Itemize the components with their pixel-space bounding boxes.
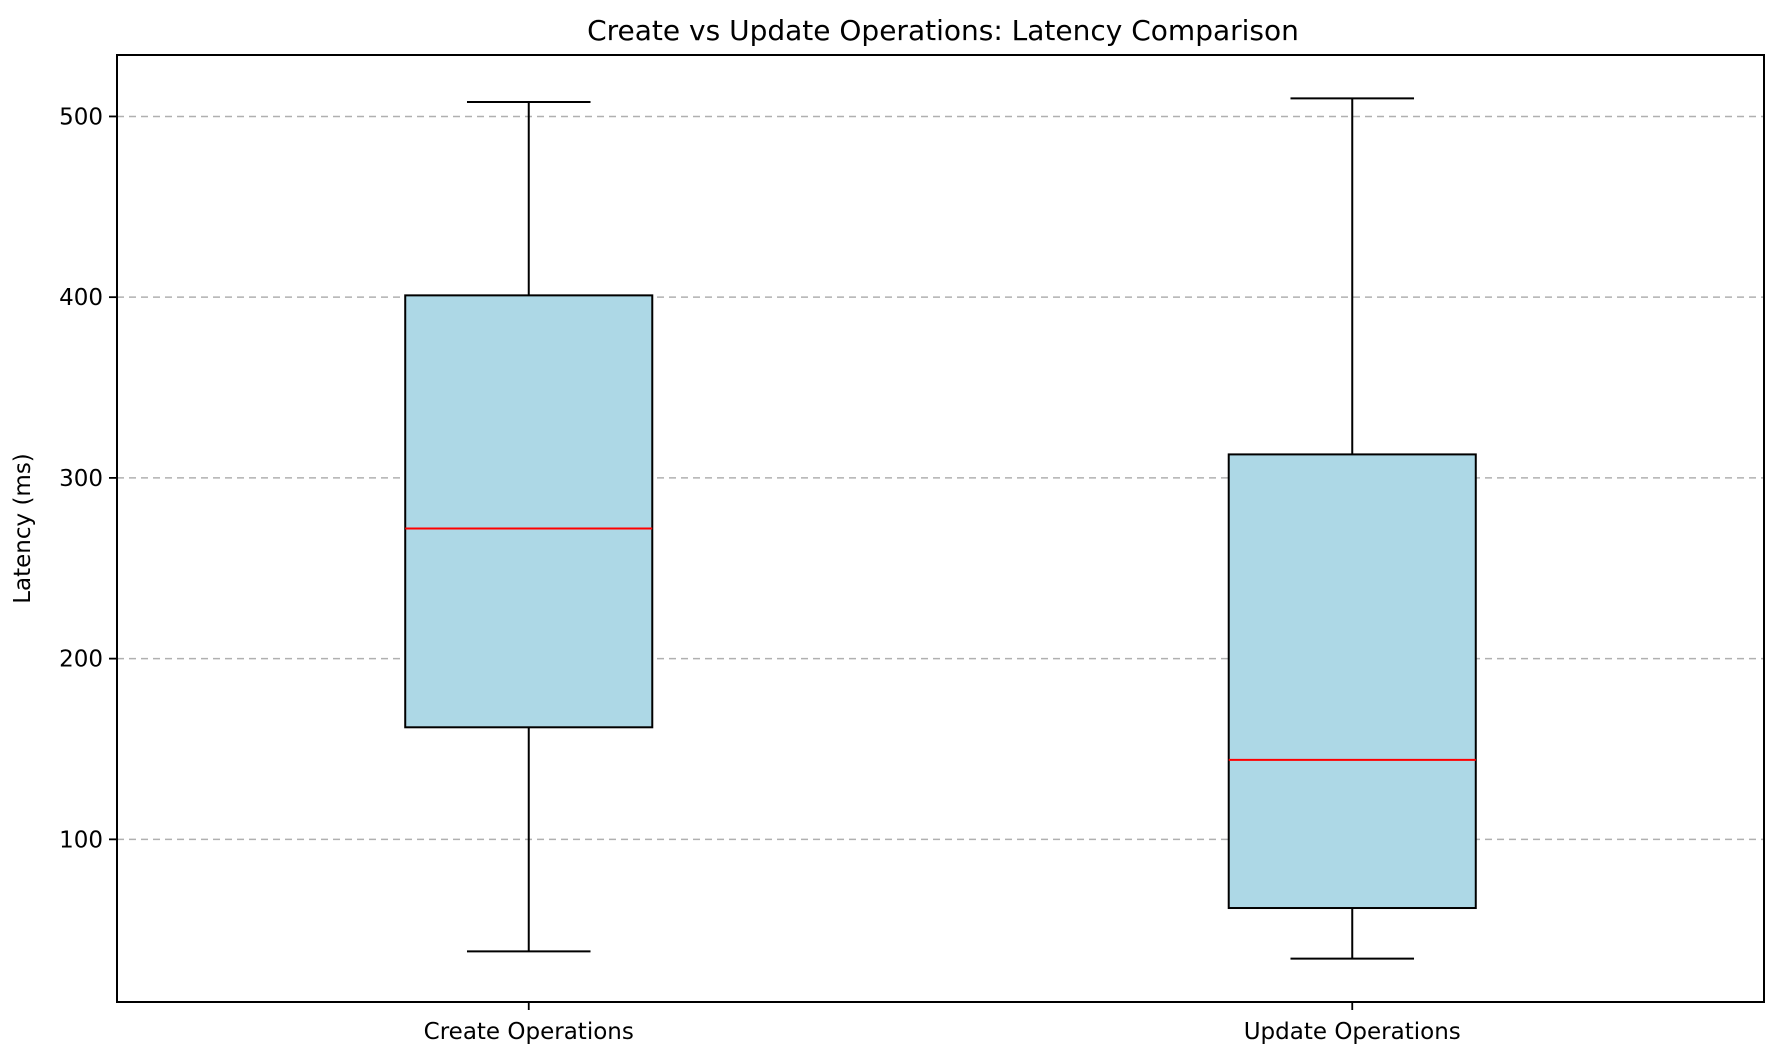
- chart-title: Create vs Update Operations: Latency Com…: [587, 14, 1299, 47]
- box-group: [404, 100, 654, 953]
- x-tick-label: Create Operations: [424, 1019, 634, 1045]
- x-tick-label: Update Operations: [1244, 1019, 1461, 1045]
- box-group: [1227, 97, 1477, 960]
- plot-frame: [116, 54, 1765, 1003]
- y-axis-label: Latency (ms): [10, 453, 36, 604]
- axes: 100 200 300 400 500 Create Operations Update O…: [59, 104, 1461, 1045]
- box-iqr: [1227, 453, 1477, 910]
- grid-lines: [117, 115, 1764, 841]
- boxes: [404, 97, 1477, 960]
- box-iqr: [404, 294, 654, 729]
- y-tick-label: 300: [59, 466, 103, 492]
- y-tick-label: 200: [59, 647, 103, 673]
- y-tick-label: 500: [59, 104, 103, 130]
- y-tick-label: 400: [59, 285, 103, 311]
- y-tick-label: 100: [59, 827, 103, 853]
